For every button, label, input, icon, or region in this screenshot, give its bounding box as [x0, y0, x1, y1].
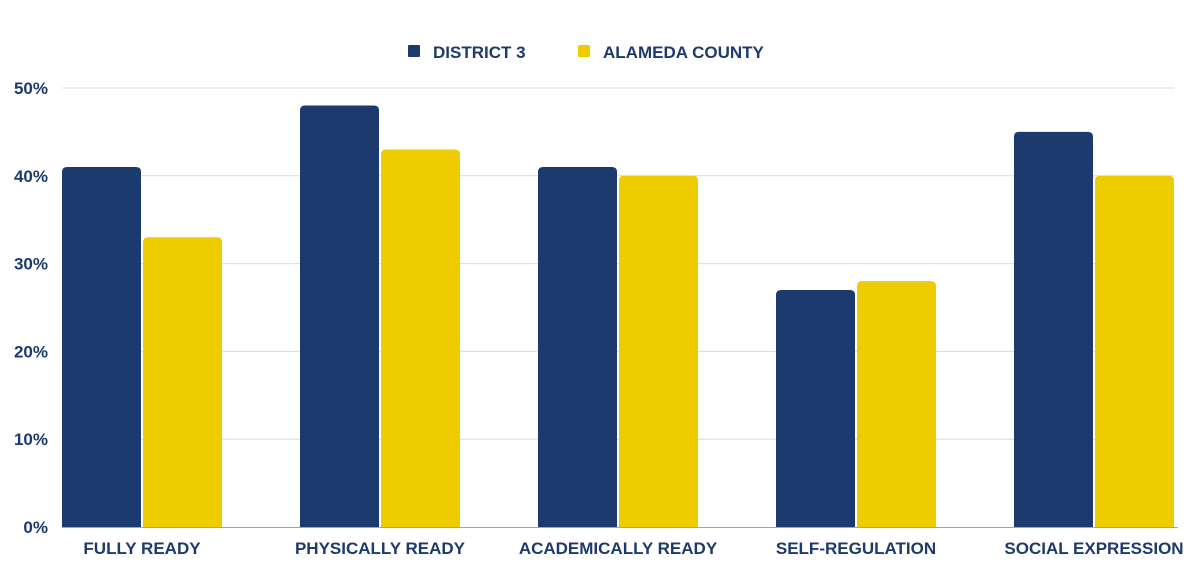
x-tick-label: SELF-REGULATION [776, 539, 936, 558]
y-tick-label: 10% [14, 430, 48, 449]
bar-district-3-physically-ready [300, 105, 379, 527]
y-tick-label: 20% [14, 342, 48, 361]
x-tick-label: PHYSICALLY READY [295, 539, 466, 558]
bar-district-3-academically-ready [538, 167, 617, 527]
bar-alameda-county-academically-ready [619, 175, 698, 528]
legend-label-alameda-county: ALAMEDA COUNTY [603, 43, 765, 62]
y-axis: 0% 10% 20% 30% 40% 50% [14, 79, 1178, 537]
x-tick-label: SOCIAL EXPRESSION [1004, 539, 1183, 558]
legend-item-alameda-county: ALAMEDA COUNTY [578, 43, 765, 62]
legend-swatch-district-3 [408, 45, 420, 57]
x-tick-label: ACADEMICALLY READY [519, 539, 718, 558]
bar-district-3-social-expression [1014, 131, 1093, 527]
x-tick-label: FULLY READY [83, 539, 201, 558]
legend-item-district-3: DISTRICT 3 [408, 43, 526, 62]
y-tick-label: 0% [23, 518, 48, 537]
y-tick-label: 40% [14, 167, 48, 186]
bar-district-3-fully-ready [62, 167, 141, 527]
y-tick-label: 50% [14, 79, 48, 98]
bar-alameda-county-social-expression [1095, 175, 1174, 528]
legend: DISTRICT 3 ALAMEDA COUNTY [408, 43, 765, 62]
legend-swatch-alameda-county [578, 45, 590, 57]
bars [62, 105, 1174, 528]
bar-alameda-county-physically-ready [381, 149, 460, 527]
bar-alameda-county-self-regulation [857, 281, 936, 527]
y-tick-label: 30% [14, 255, 48, 274]
gridlines [62, 87, 1174, 440]
bar-district-3-self-regulation [776, 289, 855, 527]
bar-alameda-county-fully-ready [143, 237, 222, 527]
legend-label-district-3: DISTRICT 3 [433, 43, 526, 62]
x-axis: FULLY READY PHYSICALLY READY ACADEMICALLY … [83, 539, 1183, 558]
